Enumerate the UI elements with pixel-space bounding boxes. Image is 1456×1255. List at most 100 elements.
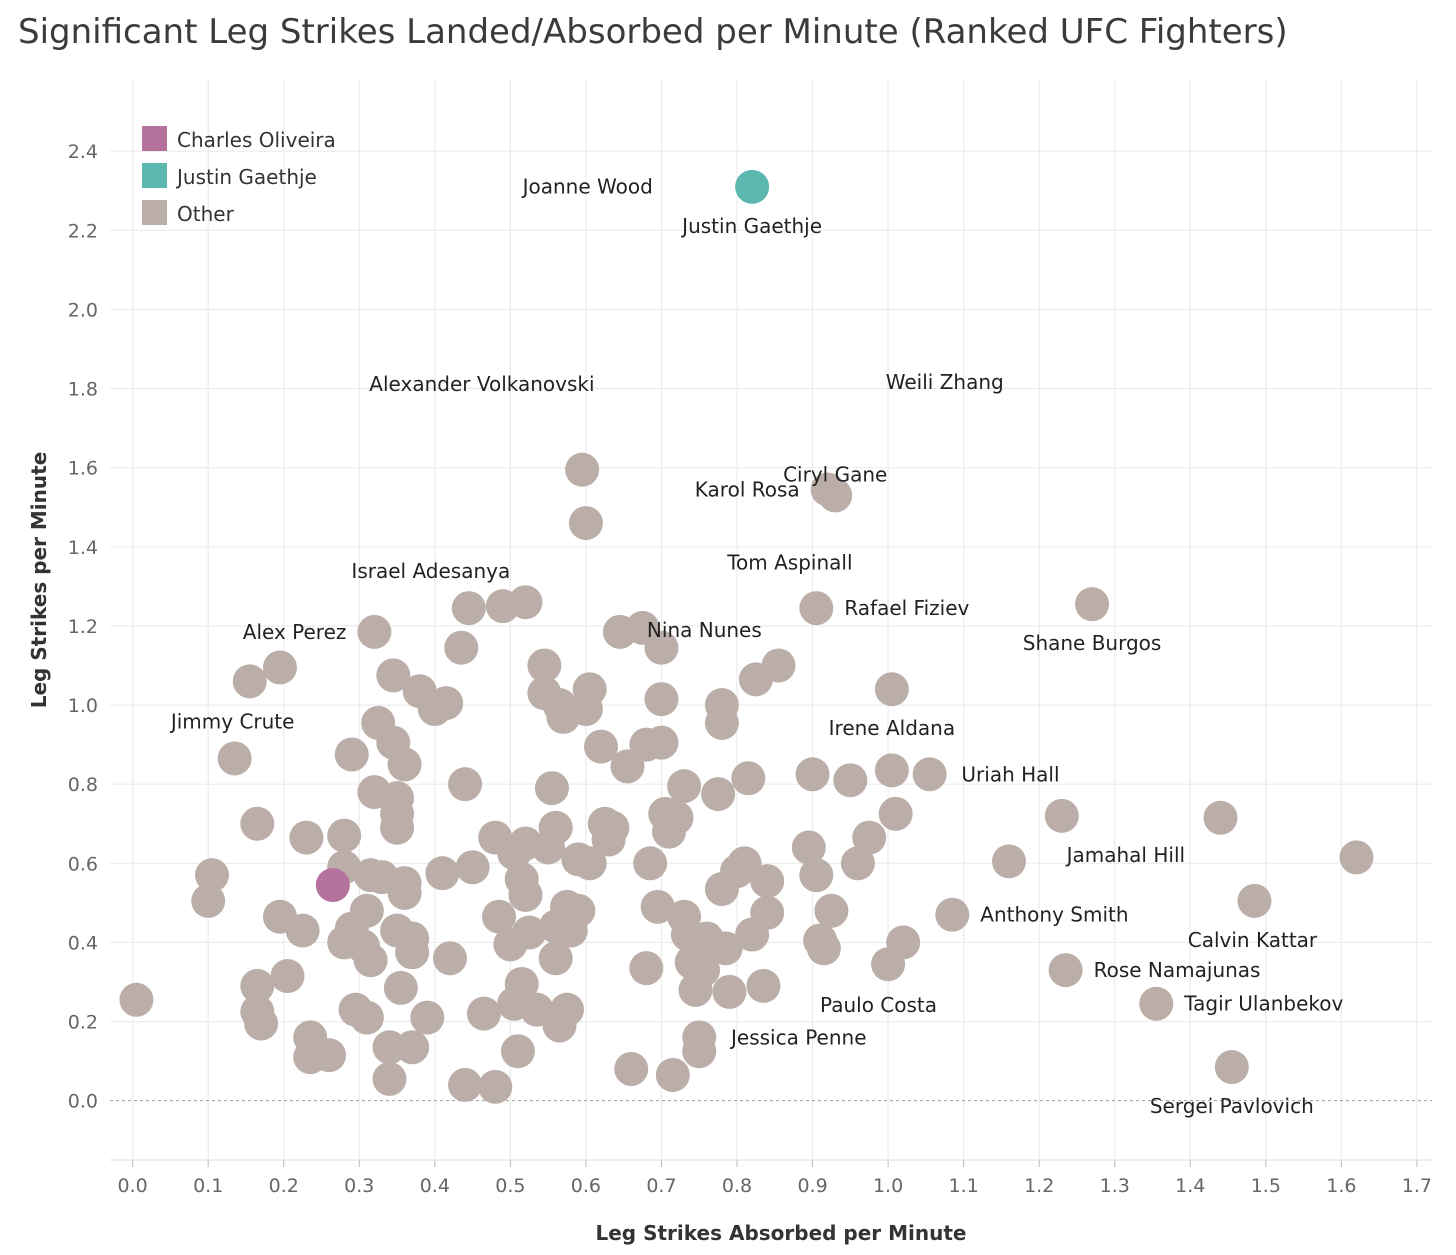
scatter-point [629, 951, 664, 986]
scatter-point [791, 830, 826, 865]
scatter-point [508, 585, 543, 620]
scatter-point [644, 630, 679, 665]
scatter-point [119, 982, 154, 1017]
scatter-point [595, 810, 630, 845]
scatter-point [750, 864, 785, 899]
x-tick-label: 0.8 [722, 1175, 752, 1197]
legend-label: Justin Gaethje [175, 165, 317, 189]
scatter-point [376, 658, 411, 693]
scatter-point [395, 935, 430, 970]
x-tick-label: 1.0 [873, 1175, 903, 1197]
point-label: Sergei Pavlovich [1150, 1094, 1314, 1118]
scatter-point [874, 672, 909, 707]
point-label: Karol Rosa [695, 477, 800, 501]
x-tick-label: 0.5 [495, 1175, 525, 1197]
scatter-point [387, 747, 422, 782]
scatter-point [659, 800, 694, 835]
scatter-point [991, 844, 1026, 879]
scatter-point [746, 968, 781, 1003]
point-label: Justin Gaethje [680, 214, 822, 238]
legend-label: Other [177, 202, 235, 226]
y-tick-label: 1.4 [68, 537, 98, 559]
scatter-point [750, 895, 785, 930]
scatter-point [874, 753, 909, 788]
point-label: Alex Perez [243, 620, 347, 644]
scatter-point [262, 650, 297, 685]
y-tick-label: 0.2 [68, 1012, 98, 1034]
point-label: Paulo Costa [820, 993, 937, 1017]
point-label: Jessica Penne [729, 1025, 867, 1049]
y-tick-label: 2.2 [68, 220, 98, 242]
scatter-point [478, 1069, 513, 1104]
scatter-point [840, 846, 875, 881]
scatter-point [357, 614, 392, 649]
y-tick-label: 2.0 [68, 299, 98, 321]
scatter-point [432, 941, 467, 976]
scatter-point [448, 767, 483, 802]
scatter-point [818, 478, 853, 513]
scatter-point [512, 915, 547, 950]
legend-swatch [142, 163, 167, 188]
scatter-point [289, 820, 324, 855]
x-tick-label: 1.7 [1402, 1175, 1432, 1197]
scatter-point [444, 630, 479, 665]
point-label: Tom Aspinall [726, 551, 852, 575]
x-axis-title: Leg Strikes Absorbed per Minute [596, 1221, 967, 1245]
point-label: Anthony Smith [980, 903, 1128, 927]
x-tick-label: 1.1 [949, 1175, 979, 1197]
point-label: Rose Namajunas [1094, 958, 1261, 982]
legend-swatch [142, 126, 167, 151]
scatter-point [270, 959, 305, 994]
point-label: Alexander Volkanovski [369, 372, 594, 396]
scatter-point [217, 741, 252, 776]
x-tick-label: 1.6 [1326, 1175, 1356, 1197]
scatter-point [349, 1000, 384, 1035]
scatter-point [799, 591, 834, 626]
y-tick-label: 1.6 [68, 458, 98, 480]
legend-label: Charles Oliveira [177, 128, 336, 152]
highlighted-point [735, 169, 770, 204]
point-labels: Joanne Wood Justin Gaethje Alexander Volka… [169, 174, 1344, 1118]
point-label: Nina Nunes [647, 618, 762, 642]
y-tick-label: 1.2 [68, 616, 98, 638]
legend: Charles Oliveira Justin Gaethje Other [142, 126, 336, 226]
x-tick-label: 1.3 [1100, 1175, 1130, 1197]
scatter-point [667, 769, 702, 804]
scatter-point [527, 648, 562, 683]
scatter-point [614, 1052, 649, 1087]
scatter-point [655, 1057, 690, 1092]
y-axis-title: Leg Strikes per Minute [27, 452, 51, 709]
scatter-point [508, 877, 543, 912]
scatter-point [1214, 1050, 1249, 1085]
point-label: Rafael Fiziev [844, 596, 969, 620]
scatter-point [538, 941, 573, 976]
scatter-point [285, 913, 320, 948]
scatter-point [640, 889, 675, 924]
scatter-point [380, 810, 415, 845]
point-label: Shane Burgos [1023, 631, 1162, 655]
x-tick-label: 0.9 [797, 1175, 827, 1197]
x-tick-label: 1.5 [1251, 1175, 1281, 1197]
scatter-point [451, 591, 486, 626]
y-tick-label: 2.4 [68, 141, 98, 163]
scatter-point [353, 943, 388, 978]
x-tick-label: 1.4 [1175, 1175, 1205, 1197]
scatter-point [349, 893, 384, 928]
y-axis-ticks: 0.0 0.2 0.4 0.6 0.8 1.0 1.2 1.4 1.6 1.8 2.0 2.2 2.4 [68, 141, 98, 1112]
scatter-point [852, 820, 887, 855]
scatter-point [584, 729, 619, 764]
y-tick-label: 0.4 [68, 932, 98, 954]
scatter-point [568, 506, 603, 541]
point-label: Joanne Wood [521, 174, 653, 198]
scatter-point [686, 953, 721, 988]
scatter-point [455, 850, 490, 885]
scatter-point [387, 875, 422, 910]
scatter-point [191, 883, 226, 918]
scatter-point [701, 777, 736, 812]
point-label: Tagir Ulanbekov [1183, 992, 1343, 1016]
scatter-point [761, 648, 796, 683]
scatter-point [814, 893, 849, 928]
point-label: Jamahal Hill [1065, 843, 1185, 867]
scatter-point [644, 725, 679, 760]
